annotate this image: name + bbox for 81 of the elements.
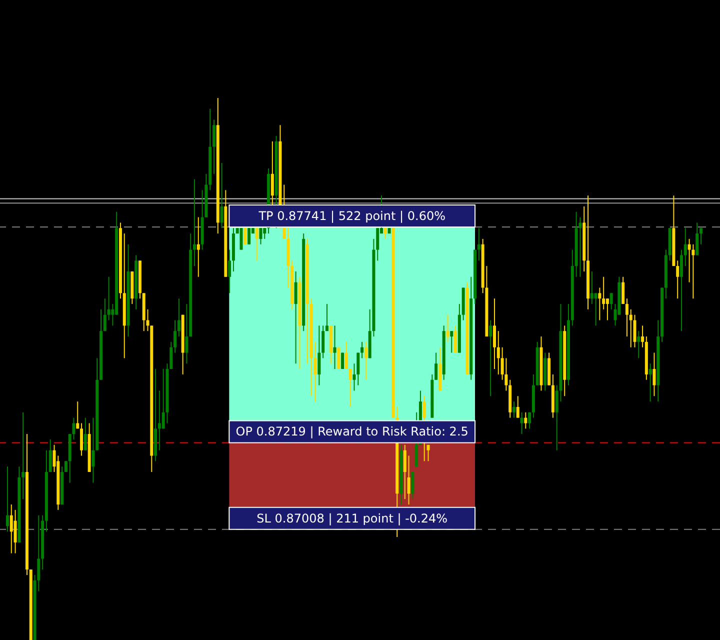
candlestick — [64, 460, 68, 472]
candlestick — [477, 228, 480, 262]
candlestick — [652, 352, 656, 397]
candlestick — [6, 466, 9, 532]
candlestick — [325, 303, 328, 332]
candlestick — [680, 249, 683, 332]
candlestick — [158, 390, 161, 451]
candlestick — [255, 228, 258, 262]
candlestick — [103, 298, 106, 332]
candlestick — [384, 228, 387, 240]
candlestick — [426, 444, 430, 462]
candlestick — [14, 509, 17, 554]
candlestick — [512, 401, 516, 418]
candlestick — [696, 222, 699, 256]
candlestick — [524, 412, 528, 430]
candlestick — [322, 325, 325, 359]
candlestick — [364, 341, 368, 380]
candlestick — [248, 228, 251, 245]
candlestick — [360, 341, 364, 359]
candlestick — [193, 178, 196, 267]
candlestick — [411, 471, 414, 500]
candlestick — [259, 228, 262, 245]
candlestick — [10, 504, 13, 554]
candlestick — [22, 412, 25, 500]
candlestick — [348, 368, 352, 408]
candlestick — [76, 401, 80, 430]
candlestick — [212, 119, 216, 174]
candlestick — [407, 455, 410, 505]
candlestick — [240, 228, 243, 250]
candlestick — [403, 444, 406, 500]
candlestick — [637, 330, 640, 359]
candlestick — [598, 287, 602, 321]
candlestick — [177, 298, 180, 337]
candlestick — [610, 292, 613, 310]
candlestick — [107, 276, 110, 321]
candlestick — [496, 330, 500, 375]
candlestick — [84, 417, 87, 451]
candlestick — [676, 260, 680, 300]
candlestick — [446, 314, 450, 342]
candlestick — [622, 276, 625, 304]
candlestick — [228, 249, 232, 294]
candlestick — [318, 325, 321, 386]
candlestick — [196, 216, 200, 278]
candlestick — [594, 292, 598, 326]
candlestick — [699, 228, 702, 245]
candlestick — [528, 412, 532, 430]
candlestick — [352, 363, 356, 392]
candlestick — [590, 270, 594, 304]
candlestick — [450, 330, 454, 354]
candlestick — [648, 363, 652, 402]
candlestick — [356, 352, 360, 386]
candlestick — [220, 162, 224, 229]
candlestick — [344, 341, 348, 370]
candlestick — [376, 228, 380, 262]
candlestick — [602, 276, 606, 310]
candlestick — [520, 412, 524, 435]
annotation: OP 0.87219 | Reward to Risk Ratio: 2.5 — [236, 424, 468, 439]
candlestick — [641, 325, 644, 348]
candlestick — [174, 320, 177, 354]
candlestick — [625, 298, 628, 337]
candlestick — [170, 341, 173, 370]
candlestick — [263, 228, 266, 240]
candlestick — [314, 341, 317, 402]
candlestick — [333, 325, 336, 370]
annotation: SL 0.87008 | 211 point | -0.24% — [256, 511, 448, 526]
candlestick — [48, 438, 52, 472]
candlestick — [492, 298, 496, 370]
candlestick — [516, 396, 520, 418]
candlestick — [92, 417, 95, 484]
candlestick — [684, 228, 687, 267]
candlestick — [185, 303, 188, 364]
candlestick — [629, 308, 632, 348]
candlestick — [244, 228, 247, 245]
candlestick — [606, 298, 609, 321]
candlestick — [489, 320, 492, 397]
candlestick — [80, 422, 84, 456]
annotation: TP 0.87741 | 522 point | 0.60% — [258, 208, 446, 223]
candlestick — [294, 270, 298, 364]
candlestick — [434, 352, 438, 380]
candlestick — [341, 352, 344, 370]
candlestick — [454, 325, 458, 354]
